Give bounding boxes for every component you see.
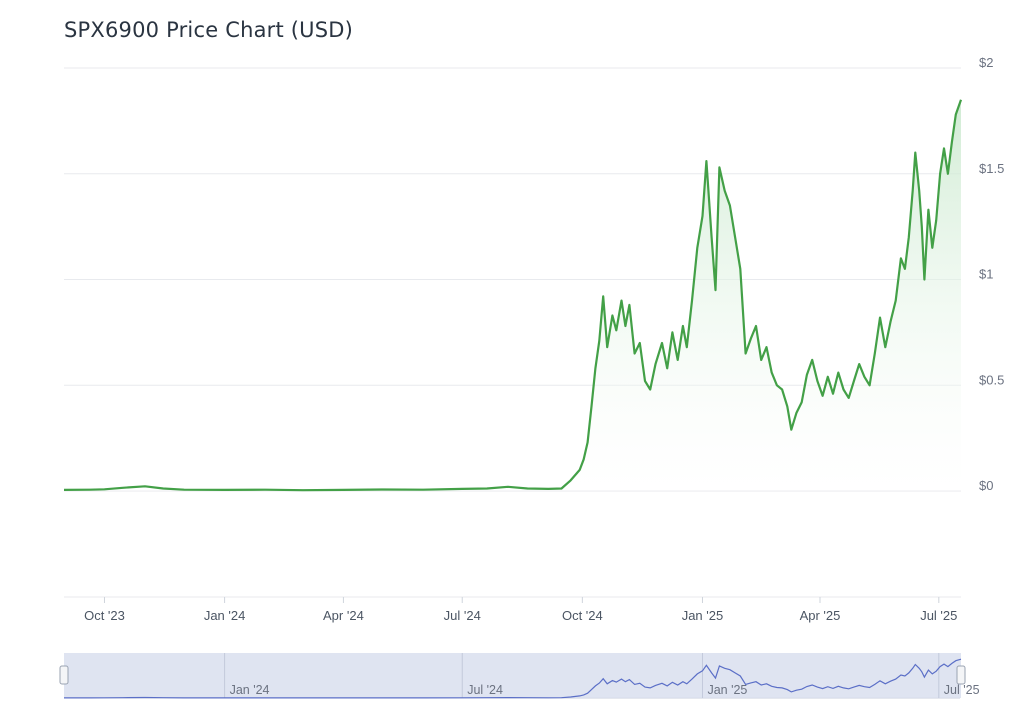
x-tick-label: Jul '24: [444, 608, 481, 623]
navigator-selection[interactable]: [64, 653, 961, 698]
navigator-line: [64, 658, 962, 699]
x-tick-label: Jul '25: [920, 608, 957, 623]
price-line: [63, 99, 963, 492]
x-tick-label: Apr '24: [323, 608, 364, 623]
chart-title: SPX6900 Price Chart (USD): [64, 18, 354, 42]
y-tick-label: $1: [979, 267, 993, 282]
x-tick-label: Jan '24: [204, 608, 246, 623]
y-tick-label: $0.5: [979, 372, 1004, 387]
navigator-left-handle[interactable]: [59, 665, 69, 685]
x-tick-label: Jan '25: [682, 608, 724, 623]
price-area: [64, 99, 961, 491]
navigator-axis: Jan '24 Jul '24 Jan '25 Jul '25: [230, 683, 980, 697]
navigator-tick-label: Jan '24: [230, 683, 270, 697]
grid-lines: [64, 67, 961, 598]
navigator-tick-label: Jul '25: [944, 683, 980, 697]
navigator-tick-label: Jul '24: [467, 683, 503, 697]
y-tick-label: $2: [979, 55, 993, 70]
x-tick-label: Apr '25: [800, 608, 841, 623]
y-tick-label: $0: [979, 478, 993, 493]
x-axis: Oct '23 Jan '24 Apr '24 Jul '24 Oct '24 Jan '…: [84, 597, 957, 623]
navigator-right-handle[interactable]: [956, 665, 966, 685]
y-axis: $0 $0.5 $1 $1.5 $2: [979, 55, 1004, 493]
navigator-tick-label: Jan '25: [707, 683, 747, 697]
x-tick-label: Oct '24: [562, 608, 603, 623]
y-tick-label: $1.5: [979, 161, 1004, 176]
range-navigator[interactable]: Jan '24 Jul '24 Jan '25 Jul '25: [59, 653, 980, 699]
x-tick-label: Oct '23: [84, 608, 125, 623]
